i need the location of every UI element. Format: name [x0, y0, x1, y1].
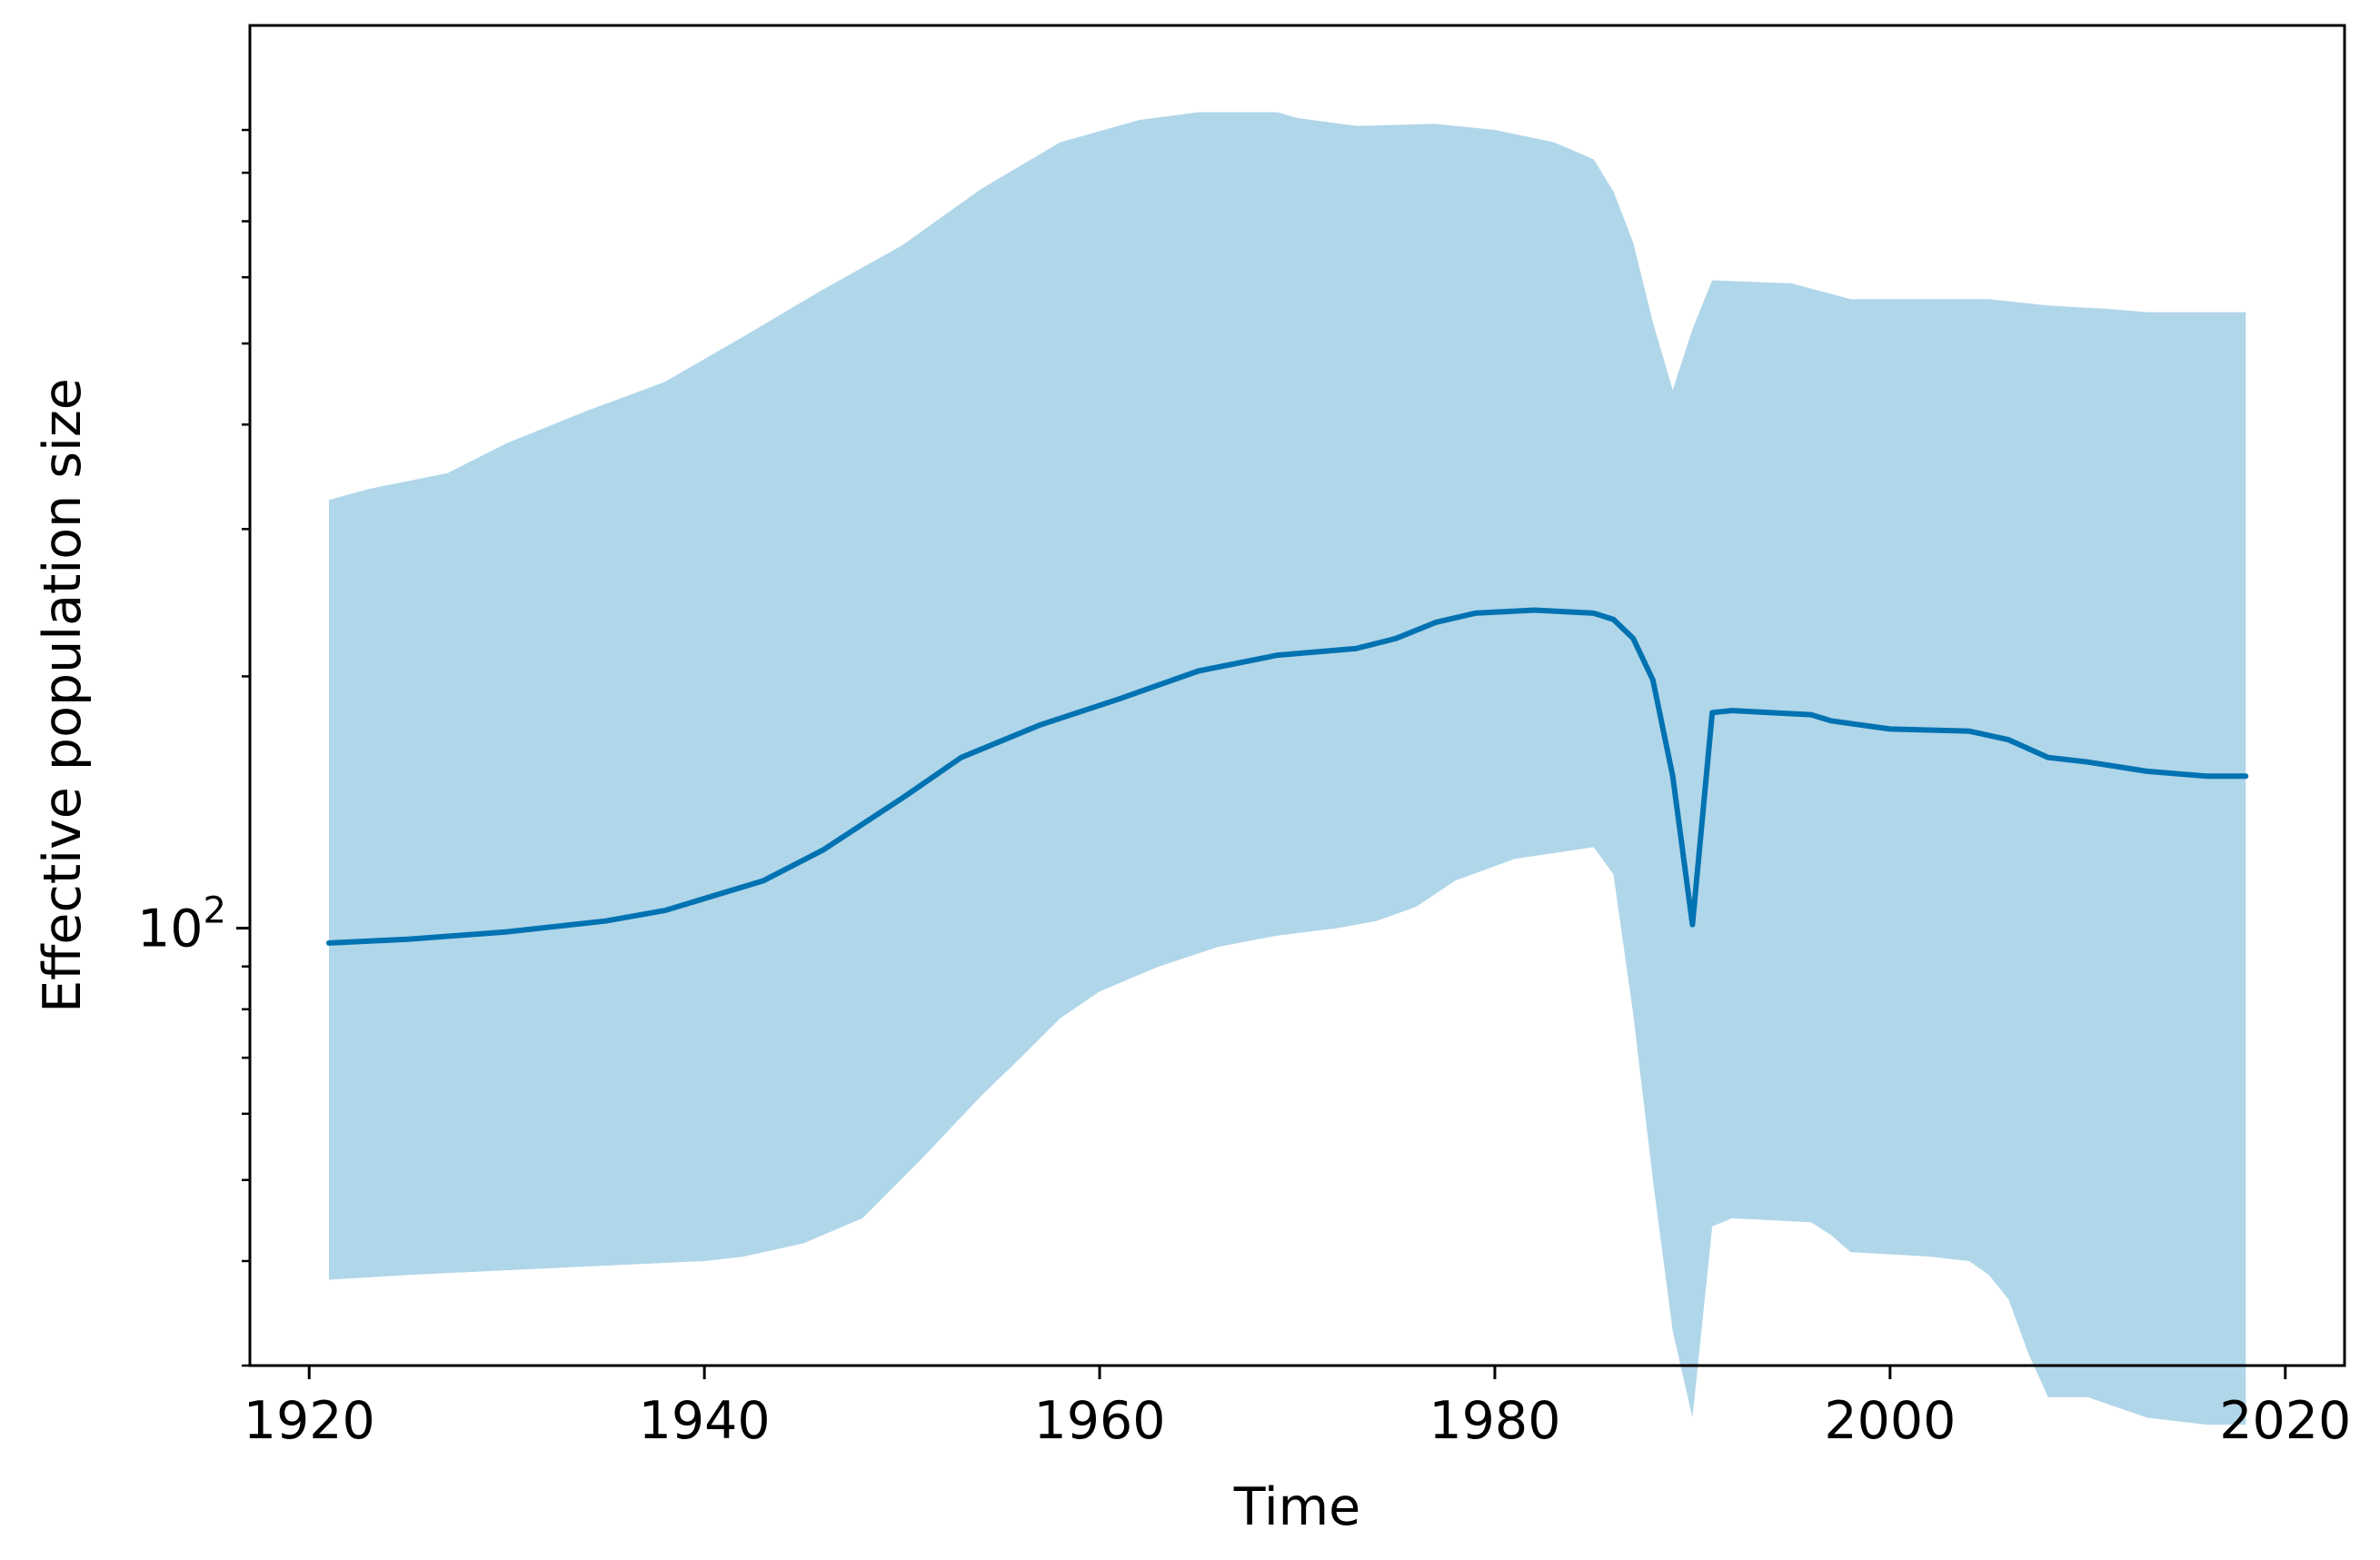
x-tick-label: 2020 [2219, 1391, 2351, 1451]
y-tick-exponent: 2 [204, 890, 226, 932]
x-tick-label: 1960 [1034, 1391, 1166, 1451]
confidence-band [329, 112, 2246, 1425]
y-axis-label: Effective population size [33, 378, 93, 1013]
median-line [326, 607, 2249, 946]
x-axis-label: Time [1233, 1477, 1361, 1537]
x-tick-label: 1980 [1429, 1391, 1560, 1451]
plot-area [326, 112, 2249, 1425]
y-tick-label: 102 [137, 890, 226, 959]
x-axis: 1920 1940 1960 1980 2000 2020 [244, 1366, 2351, 1451]
y-axis: 102 [137, 128, 250, 1367]
x-tick-label: 1940 [639, 1391, 771, 1451]
x-tick-label: 1920 [244, 1391, 375, 1451]
x-tick-label: 2000 [1824, 1391, 1956, 1451]
axes-frame [248, 24, 2346, 1367]
